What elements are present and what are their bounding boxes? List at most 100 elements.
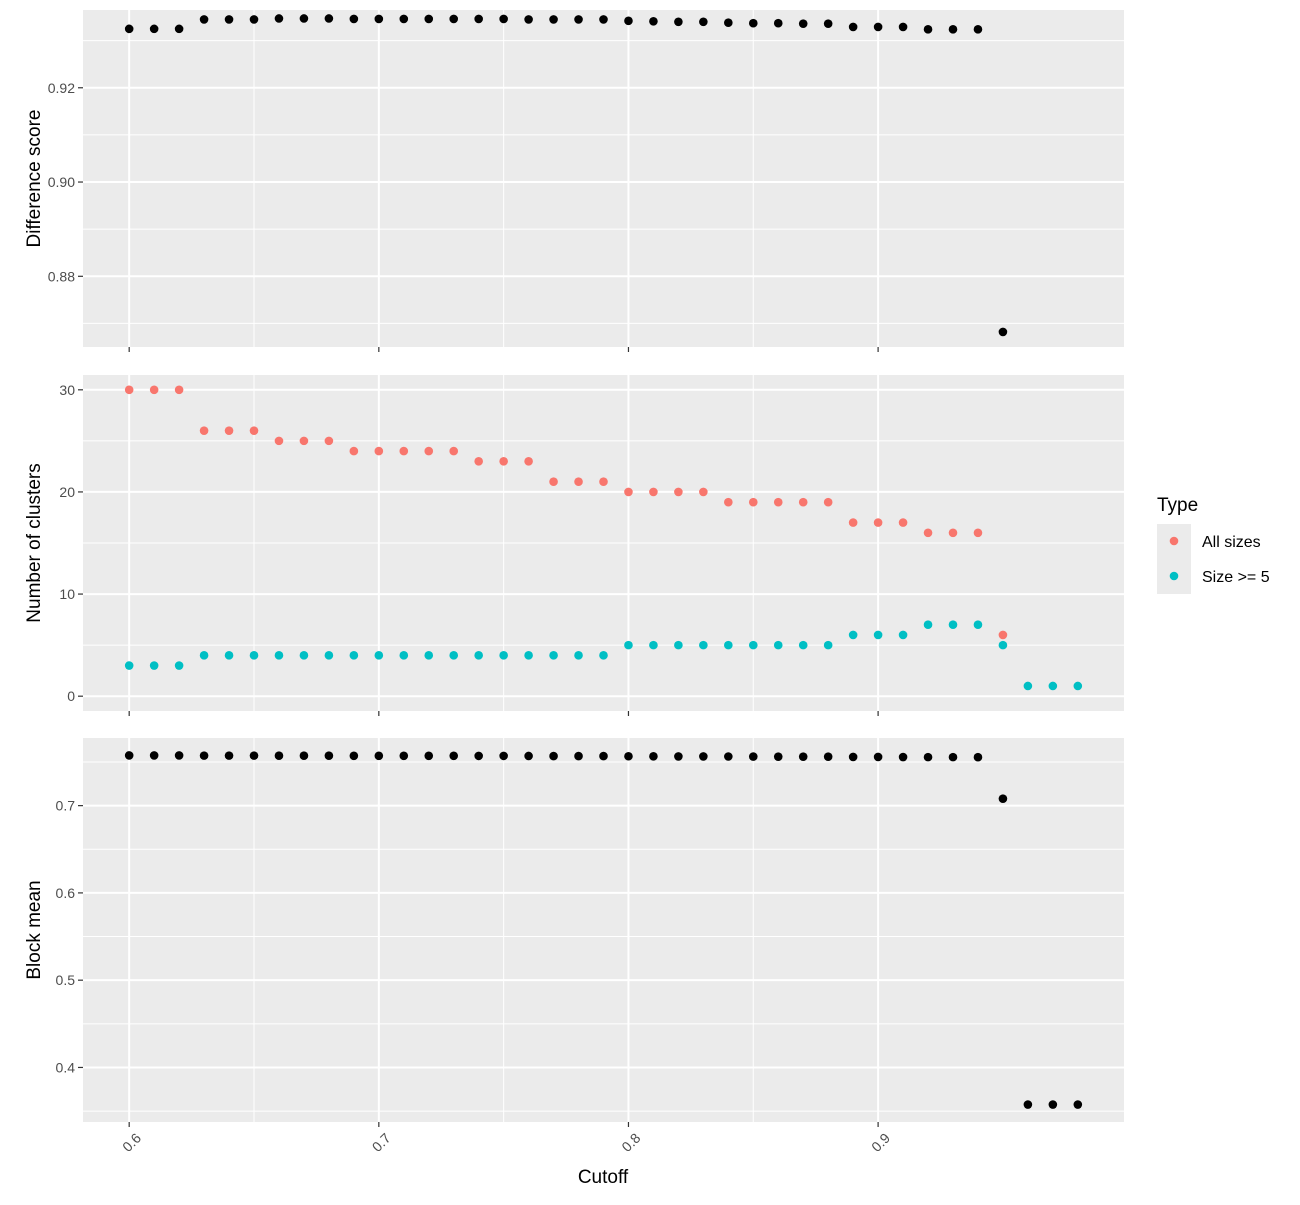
data-point	[324, 651, 334, 660]
data-point	[624, 640, 633, 650]
data-point	[798, 752, 808, 761]
series-size-5	[124, 620, 1083, 691]
data-point	[124, 661, 134, 670]
data-point	[349, 446, 359, 456]
data-point	[149, 661, 159, 670]
data-point	[848, 630, 858, 640]
y-axis-title: Number of clusters	[24, 463, 45, 622]
y-axis-title: Block mean	[24, 880, 45, 979]
data-point	[599, 751, 608, 761]
data-point	[224, 651, 234, 660]
data-point	[1073, 681, 1083, 691]
data-point	[524, 456, 533, 466]
data-point	[574, 751, 583, 761]
legend-key-all-sizes	[1169, 536, 1179, 546]
x-tick-label: 0.8	[618, 1130, 643, 1155]
data-point	[948, 620, 958, 630]
y-tick-label: 0.4	[56, 1059, 76, 1075]
data-point	[549, 477, 558, 487]
data-point	[873, 752, 883, 762]
data-point	[124, 24, 134, 34]
data-point	[798, 19, 808, 28]
data-point	[724, 640, 733, 650]
data-point	[898, 752, 908, 762]
data-point	[424, 14, 434, 24]
data-point	[948, 752, 958, 762]
data-point	[449, 446, 459, 456]
data-point	[599, 477, 608, 487]
data-point	[823, 640, 833, 650]
data-point	[249, 426, 259, 435]
data-point	[574, 477, 583, 487]
data-point	[599, 15, 608, 24]
data-point	[724, 752, 733, 761]
data-point	[174, 24, 184, 34]
data-point	[299, 436, 309, 446]
series-points	[124, 14, 1008, 337]
y-tick-label: 0.7	[56, 798, 76, 814]
data-point	[973, 528, 983, 538]
x-tick-label: 0.9	[868, 1130, 893, 1155]
data-point	[274, 651, 284, 660]
data-point	[399, 446, 409, 456]
data-point	[174, 661, 184, 670]
series-points	[124, 751, 1083, 1109]
x-tick-label: 0.6	[119, 1130, 144, 1155]
data-point	[499, 456, 508, 466]
data-point	[149, 385, 159, 395]
data-point	[374, 446, 384, 456]
data-point	[998, 630, 1008, 640]
data-point	[149, 751, 159, 760]
data-point	[948, 528, 958, 538]
data-point	[524, 651, 533, 660]
data-point	[449, 14, 459, 24]
data-point	[249, 751, 259, 760]
data-point	[124, 385, 134, 395]
data-point	[748, 640, 758, 650]
data-point	[649, 640, 658, 650]
data-point	[299, 751, 309, 761]
data-point	[1048, 681, 1058, 691]
data-point	[199, 426, 209, 435]
data-point	[499, 751, 508, 761]
data-point	[848, 752, 858, 762]
data-point	[574, 651, 583, 660]
data-point	[399, 751, 409, 761]
data-point	[674, 640, 683, 650]
data-point	[699, 487, 708, 497]
data-point	[499, 651, 508, 660]
data-point	[1073, 1100, 1083, 1109]
data-point	[923, 25, 933, 34]
y-tick-label: 0.90	[48, 174, 75, 190]
data-point	[823, 752, 833, 761]
data-point	[724, 497, 733, 507]
data-point	[449, 751, 459, 761]
data-point	[998, 640, 1008, 650]
data-point	[224, 426, 234, 435]
data-point	[748, 497, 758, 507]
x-axis: 0.6 0.7 0.8 0.9	[119, 1130, 893, 1155]
data-point	[1023, 1100, 1033, 1109]
legend-title: Type	[1157, 495, 1198, 516]
data-point	[773, 18, 783, 28]
data-point	[649, 487, 658, 497]
data-point	[224, 751, 234, 760]
data-point	[374, 751, 384, 761]
data-point	[374, 651, 384, 660]
data-point	[873, 518, 883, 527]
data-point	[474, 651, 483, 660]
data-point	[624, 487, 633, 497]
y-tick-label: 20	[59, 484, 75, 500]
data-point	[524, 15, 533, 24]
y-tick-label: 10	[59, 586, 75, 602]
data-point	[574, 15, 583, 24]
data-point	[898, 22, 908, 32]
legend-key-background	[1157, 524, 1191, 594]
y-tick-label: 30	[59, 382, 75, 398]
data-point	[823, 497, 833, 507]
y-tick-label: 0.5	[56, 972, 76, 988]
data-point	[499, 14, 508, 24]
data-point	[848, 22, 858, 32]
